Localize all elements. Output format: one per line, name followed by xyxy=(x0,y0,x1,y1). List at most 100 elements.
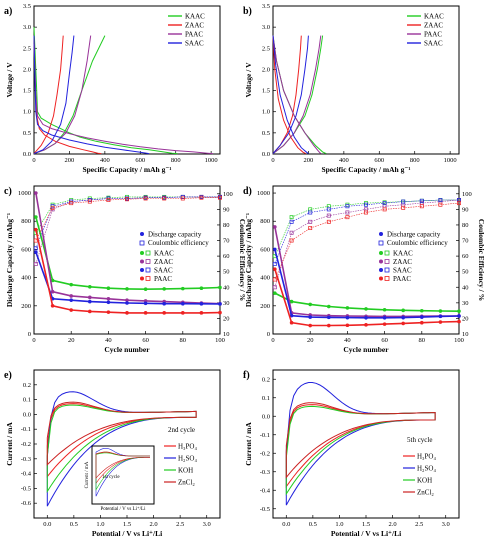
y-tick-label: 400 xyxy=(260,275,270,282)
ce-trace xyxy=(274,199,459,257)
ce-point xyxy=(272,261,277,266)
y-axis-label: Current / mA xyxy=(5,422,14,466)
x-tick-label: 80 xyxy=(180,337,187,344)
inset-cv-curve xyxy=(95,451,150,479)
legend-label: ZAAC xyxy=(154,258,173,266)
y-tick-label: 0.5 xyxy=(23,130,31,137)
legend-label: ZnCl₂ xyxy=(178,479,195,487)
charge-curve-paac xyxy=(33,35,92,155)
inset-title: 1st cycle xyxy=(102,475,120,480)
x-tick-label: 40 xyxy=(344,337,351,344)
legend-label: KAAC xyxy=(424,13,444,21)
y2-tick-label: 40 xyxy=(223,284,230,291)
y2-tick-label: 10 xyxy=(462,331,469,338)
x-tick-label: 3.0 xyxy=(442,521,450,528)
y2-tick-label: 60 xyxy=(462,253,469,260)
panel-b: 0 200 400 600 800 1000 0.0 0.5 1.0 1.5 2.0 2.5 3.0 3.… xyxy=(243,3,460,174)
y-tick-label: -0.3 xyxy=(260,469,270,476)
y-tick-label: -0.5 xyxy=(21,485,31,492)
capacity-point xyxy=(218,285,222,290)
legend-label: SAAC xyxy=(393,267,412,275)
legend-marker xyxy=(384,259,390,264)
legend-label: ZAAC xyxy=(424,22,443,30)
legend-marker xyxy=(379,232,383,236)
ce-point xyxy=(289,230,294,235)
x-tick-label: 0 xyxy=(271,157,274,164)
legend-label: PAAC xyxy=(185,31,203,39)
cv-curve xyxy=(285,402,436,479)
panel-label: d) xyxy=(243,186,252,197)
legend-marker xyxy=(139,240,145,246)
y2-tick-label: 30 xyxy=(223,300,230,307)
legend-marker xyxy=(378,240,384,246)
y-tick-label: 0.2 xyxy=(262,376,270,383)
y-tick-label: -0.2 xyxy=(21,441,31,448)
x-tick-label: 0 xyxy=(32,157,35,164)
panel-label: e) xyxy=(4,370,12,381)
y-tick-label: 2.0 xyxy=(23,66,31,73)
charge-curve-saac xyxy=(33,35,75,155)
panel-e: 0.0 0.5 1.0 1.5 2.0 2.5 3.0 -0.6 -0.5 -0.4 -0.3 -0.… xyxy=(4,369,221,538)
y-tick-label: -0.4 xyxy=(21,471,32,478)
y-tick-label: 0 xyxy=(28,331,31,338)
y-tick-label: 0 xyxy=(267,331,270,338)
ce-trace xyxy=(35,196,220,249)
capacity-trace xyxy=(274,249,460,319)
y2-tick-label: 50 xyxy=(462,269,469,276)
inset-y-label: Current / mA xyxy=(85,461,90,488)
y2-tick-label: 50 xyxy=(223,269,230,276)
ce-point xyxy=(326,219,331,224)
plot-frame xyxy=(272,5,460,155)
legend-label: PAAC xyxy=(424,31,442,39)
capacity-point xyxy=(457,314,461,318)
x-tick-label: 0 xyxy=(271,337,274,344)
x-axis-label: Specific Capacity / mAh g⁻¹ xyxy=(321,165,410,174)
ce-trace xyxy=(274,202,460,280)
x-tick-label: 60 xyxy=(142,337,149,344)
x-tick-label: 1000 xyxy=(205,157,218,164)
legend-label: ZAAC xyxy=(185,22,204,30)
legend-marker xyxy=(140,232,144,236)
y-tick-label: 600 xyxy=(21,246,31,253)
y2-tick-label: 70 xyxy=(462,238,469,245)
x-tick-label: 60 xyxy=(381,337,388,344)
y-tick-label: 3.0 xyxy=(262,24,270,31)
capacity-trace xyxy=(35,216,221,291)
legend-marker xyxy=(379,268,383,272)
y-tick-label: 800 xyxy=(260,218,270,225)
x-tick-label: 1000 xyxy=(444,157,457,164)
panel-c: 0 20 40 60 80 1000200400600800100010203040506… xyxy=(4,185,247,354)
y-axis-label: Discharge Capacity / mAhg⁻¹ xyxy=(244,213,253,307)
legend-marker xyxy=(379,251,383,255)
x-tick-label: 1.5 xyxy=(123,521,131,528)
x-tick-label: 0 xyxy=(32,337,35,344)
charge-curve-kaac xyxy=(33,35,106,155)
ce-point xyxy=(289,238,294,243)
x-tick-label: 0.0 xyxy=(43,521,51,528)
y2-axis-label: Coulombic Efficiency / % xyxy=(477,219,484,301)
ce-point xyxy=(272,285,277,290)
legend-title: Coulombic efficiency xyxy=(387,239,448,247)
x-tick-label: 100 xyxy=(454,337,464,344)
y2-tick-label: 20 xyxy=(462,315,469,322)
charge-curve-paac xyxy=(272,35,322,154)
y-tick-label: 0.0 xyxy=(23,411,31,418)
ce-trace xyxy=(35,197,220,241)
x-axis-label: Potential / V vs Li⁺/Li xyxy=(331,529,401,538)
ce-point xyxy=(272,277,277,282)
y-tick-label: 400 xyxy=(21,275,31,282)
y-tick-label: 1000 xyxy=(18,190,31,197)
discharge-curve-zaac xyxy=(272,35,307,155)
y2-tick-label: 40 xyxy=(462,284,469,291)
y-tick-label: -0.4 xyxy=(260,487,271,494)
legend-marker xyxy=(140,268,144,272)
discharge-curve-saac xyxy=(33,35,150,155)
y-tick-label: 0.5 xyxy=(262,130,270,137)
y-tick-label: 1.5 xyxy=(262,88,270,95)
x-tick-label: 80 xyxy=(419,337,426,344)
legend-label: KAAC xyxy=(393,250,413,258)
y2-tick-label: 30 xyxy=(462,300,469,307)
y-tick-label: 200 xyxy=(21,303,31,310)
legend-marker xyxy=(145,267,151,273)
y-tick-label: 3.5 xyxy=(262,3,270,10)
